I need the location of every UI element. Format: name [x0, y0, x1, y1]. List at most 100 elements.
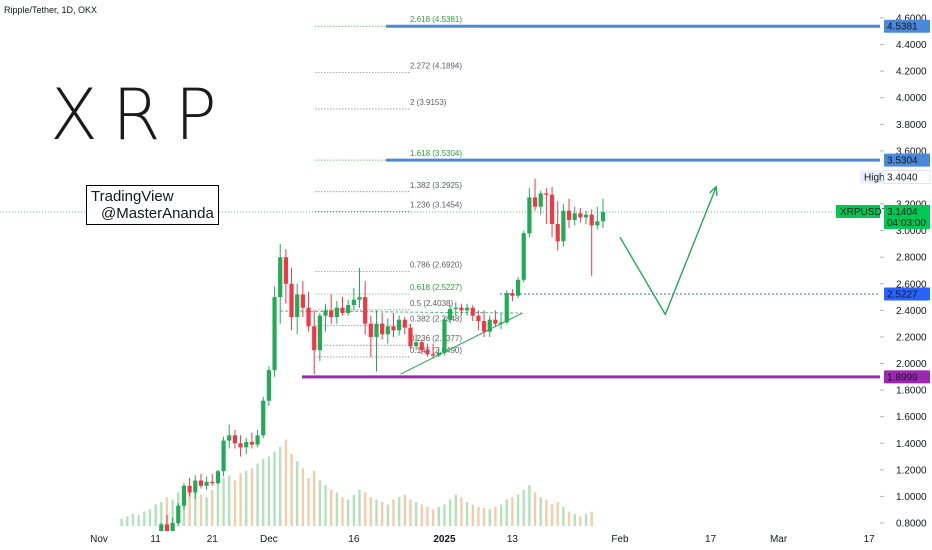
candle	[187, 477, 192, 497]
watermark-line1: TradingView	[91, 188, 174, 205]
candle	[481, 310, 487, 337]
volume-bar	[120, 518, 123, 526]
price-tick-label: 2.6000	[896, 279, 927, 290]
price-tick-label: 3.8000	[896, 120, 927, 131]
volume-bar	[590, 511, 593, 526]
high-label-bg	[860, 170, 884, 184]
volume-bar	[392, 499, 395, 526]
candle-body	[481, 321, 487, 332]
candle-body	[159, 524, 164, 537]
candle	[544, 188, 549, 224]
volume-bar	[380, 502, 384, 526]
candle	[391, 313, 396, 337]
time-tick-label: 13	[507, 534, 519, 545]
volume-bar	[324, 485, 327, 526]
candle	[583, 210, 589, 224]
level-tag-text: 4.5381	[887, 22, 918, 33]
volume-bar	[579, 516, 582, 526]
fib-label: 0.618 (2.5227)	[410, 283, 462, 292]
time-tick-label: 16	[348, 534, 360, 545]
volume-bar	[397, 497, 401, 526]
candle-body	[323, 310, 328, 316]
candle-body	[385, 326, 390, 335]
xrp-logo: XRP	[50, 74, 231, 156]
candle-body	[198, 480, 204, 486]
candle	[408, 323, 413, 349]
time-axis: 4Nov1121Dec16202513Feb17Mar17	[0, 531, 880, 550]
candle-body	[368, 323, 373, 337]
volume-bar	[188, 490, 191, 526]
volume-bar	[533, 492, 537, 526]
candle-body	[459, 307, 464, 311]
volume-bar	[409, 499, 412, 526]
horizontal-levels	[302, 24, 880, 379]
volume-bar	[494, 506, 497, 526]
candle	[448, 305, 453, 324]
candle	[504, 290, 509, 324]
time-tick-label: Dec	[260, 534, 278, 545]
candle-body	[408, 327, 413, 347]
candle-body	[595, 221, 600, 226]
volume-bar	[262, 458, 265, 526]
volume-bar	[454, 494, 457, 526]
candle	[283, 249, 288, 304]
price-tick-label: 2.2000	[896, 332, 927, 343]
time-tick-label: 17	[864, 534, 876, 545]
volume-bar	[437, 506, 440, 526]
candle-body	[583, 214, 589, 218]
candle-body	[249, 441, 255, 445]
candles	[143, 178, 606, 550]
candle-body	[504, 293, 509, 323]
volume-bar	[511, 497, 514, 526]
fib-label: 0.786 (2.6920)	[410, 261, 462, 270]
candle	[431, 343, 436, 359]
fib-label: 0.5 (2.4038)	[410, 299, 453, 308]
candle-body	[561, 210, 566, 242]
candle-body	[164, 524, 170, 531]
level-tag: 3.5304	[884, 153, 930, 167]
volume-bar	[228, 475, 231, 526]
candle	[589, 209, 594, 276]
candle-body	[493, 319, 498, 324]
volume-bar	[216, 482, 220, 526]
volume-bar	[250, 468, 254, 526]
candle	[374, 310, 379, 372]
candle	[340, 297, 345, 316]
volume-bar	[465, 502, 469, 526]
candle-body	[572, 213, 577, 220]
candle-body	[329, 310, 334, 318]
candle	[295, 283, 300, 335]
candle	[510, 289, 515, 302]
candle	[442, 317, 447, 356]
dotted-level-tag-text: 2.5227	[887, 290, 918, 301]
volume-bar	[256, 463, 259, 526]
volume-bar	[505, 499, 508, 526]
candle-body	[300, 294, 305, 308]
volume-bar	[420, 504, 423, 526]
last-price-value: 3.1404	[887, 207, 918, 218]
candle	[476, 310, 481, 331]
candle	[306, 291, 311, 332]
time-tick-label: Nov	[90, 534, 108, 545]
volume-bar	[239, 473, 242, 526]
candle	[363, 281, 368, 335]
volume-bar	[375, 499, 378, 526]
volume-bar	[341, 497, 344, 526]
candle	[221, 436, 226, 477]
price-tick-label: 2.0000	[896, 359, 927, 370]
price-tick-label: 4.0000	[896, 93, 927, 104]
candle-body	[436, 352, 441, 356]
watermark-box: TradingView @MasterAnanda	[86, 185, 219, 225]
candle	[527, 188, 532, 238]
candle-body	[306, 307, 311, 327]
candle	[549, 186, 555, 238]
candle	[538, 190, 543, 215]
price-tick-label: 1.4000	[896, 439, 927, 450]
volume-bar	[448, 499, 452, 526]
candle-body	[538, 193, 543, 207]
candle	[402, 317, 407, 335]
time-tick-label: Mar	[770, 534, 788, 545]
high-label: High	[864, 172, 885, 183]
price-tick-label: 1.0000	[896, 492, 927, 503]
